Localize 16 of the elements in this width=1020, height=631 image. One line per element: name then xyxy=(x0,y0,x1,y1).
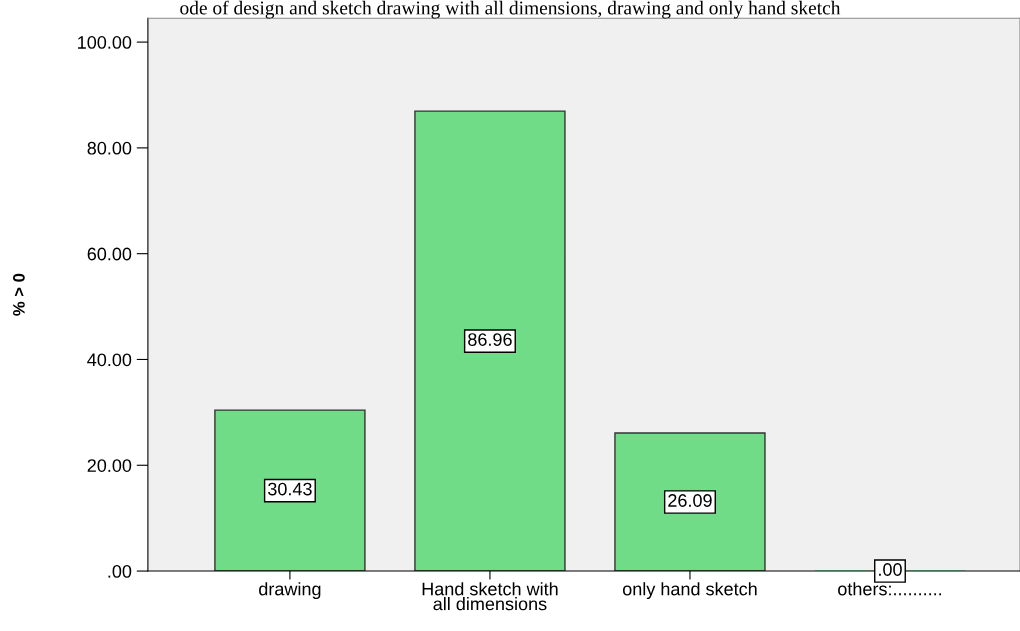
data-label: 86.96 xyxy=(468,333,512,346)
y-tick-label: 60.00 xyxy=(87,247,132,261)
y-tick-label: .00 xyxy=(108,564,132,578)
y-tick-label: 100.00 xyxy=(78,36,132,49)
x-tick-label: others:.......... xyxy=(838,582,942,596)
y-tick-label: 80.00 xyxy=(87,141,132,155)
y-tick-label: 40.00 xyxy=(87,353,132,367)
y-axis-title: % > 0 xyxy=(13,273,25,316)
y-tick-label: 20.00 xyxy=(87,459,132,472)
x-tick-label: Hand sketch with all dimensions xyxy=(422,582,558,611)
chart-title: ode of design and sketch drawing with all dimensions, drawing and only hand sketch xyxy=(180,0,841,19)
data-label: 30.43 xyxy=(268,482,312,496)
x-tick-label: drawing xyxy=(259,582,321,599)
x-tick-label: only hand sketch xyxy=(622,582,757,599)
data-label: .00 xyxy=(879,563,902,576)
data-label: 26.09 xyxy=(668,494,712,507)
